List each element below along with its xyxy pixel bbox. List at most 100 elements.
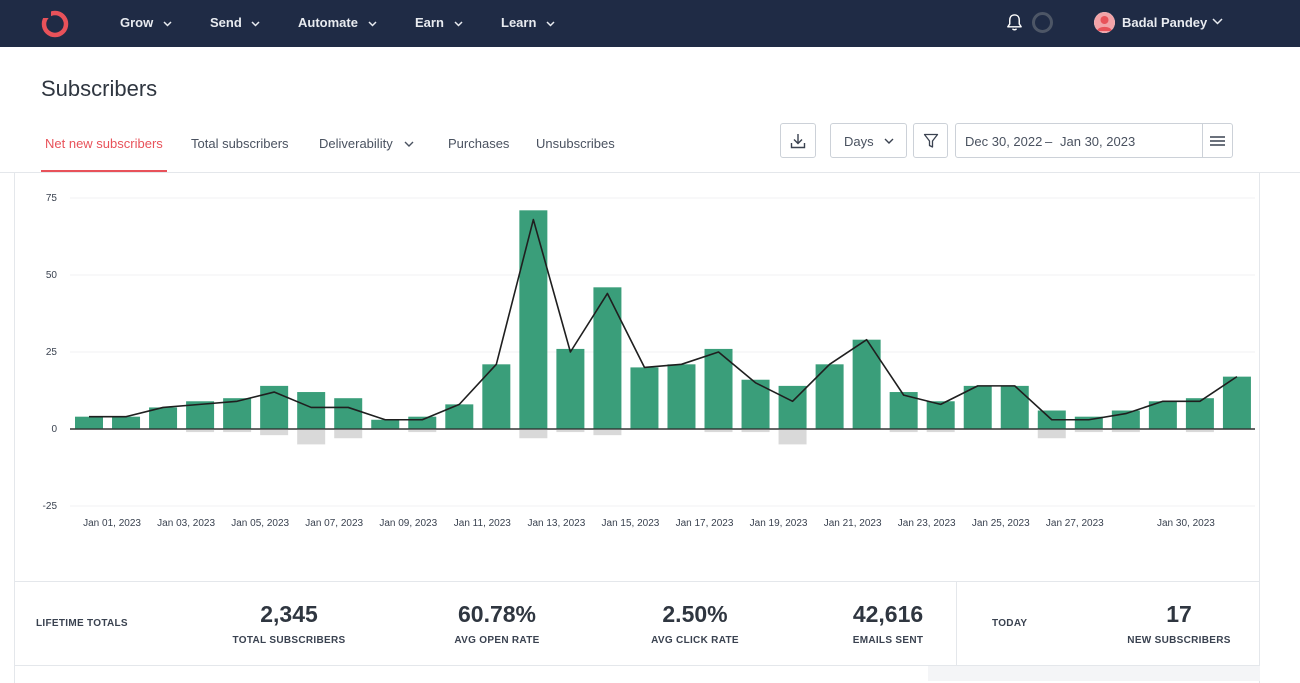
y-tick-label: 25 (46, 347, 58, 358)
unsubscribe-bar (260, 429, 289, 436)
tab-unsubscribes[interactable]: Unsubscribes (536, 136, 615, 151)
subscriber-bar (519, 210, 548, 429)
unsubscribe-bar (1185, 429, 1214, 433)
chevron-down-icon (454, 21, 463, 27)
subscriber-bar (112, 416, 141, 429)
subscriber-bar (1000, 385, 1029, 429)
nav-automate-label: Automate (298, 15, 358, 30)
chevron-down-icon (404, 141, 414, 148)
x-tick-label: Jan 27, 2023 (1046, 518, 1104, 529)
unsubscribe-bar (297, 429, 326, 445)
unsubscribe-bar (704, 429, 733, 433)
bell-icon[interactable] (1005, 13, 1024, 32)
subscriber-bar (75, 416, 103, 429)
x-tick-label: Jan 19, 2023 (750, 518, 808, 529)
avatar (1094, 12, 1115, 33)
unsubscribe-bar (408, 429, 437, 433)
net-new-subscribers-chart: 75 50 25 0 -25 Jan 01, 2023 Jan 03, 2023 Jan 05… (43, 193, 1255, 529)
avg-open-rate-label: AVG OPEN RATE (454, 635, 540, 646)
subscriber-bar (556, 348, 585, 429)
nav-automate[interactable]: Automate (298, 0, 377, 47)
total-subscribers-label: TOTAL SUBSCRIBERS (232, 635, 346, 646)
subscriber-bar (963, 385, 992, 429)
unsubscribe-bar (926, 429, 955, 433)
lifetime-totals-label: LIFETIME TOTALS (36, 618, 128, 629)
menu-icon[interactable] (1210, 136, 1225, 146)
subscriber-bar (926, 401, 955, 429)
date-range-separator: – (1045, 134, 1053, 149)
x-tick-label: Jan 13, 2023 (527, 518, 585, 529)
chevron-down-icon (368, 21, 377, 27)
nav-earn-label: Earn (415, 15, 444, 30)
page-title: Subscribers (41, 76, 158, 101)
x-tick-label: Jan 30, 2023 (1157, 518, 1215, 529)
avatar-person-icon (1094, 12, 1115, 33)
unsubscribe-bar (519, 429, 548, 439)
nav-earn[interactable]: Earn (415, 0, 463, 47)
nav-grow-label: Grow (120, 15, 154, 30)
date-range-picker[interactable]: Dec 30, 2022 – Jan 30, 2023 (955, 123, 1233, 158)
unsubscribe-bar (593, 429, 622, 436)
y-tick-label: 0 (51, 424, 57, 435)
tab-deliverability-label: Deliverability (319, 136, 393, 151)
nav-learn-label: Learn (501, 15, 537, 30)
tab-deliverability[interactable]: Deliverability (319, 136, 414, 151)
nav-learn[interactable]: Learn (501, 0, 555, 47)
subscriber-bar (815, 364, 844, 429)
subscriber-bar (371, 419, 400, 429)
unsubscribe-bar (1037, 429, 1066, 439)
subscriber-bar (260, 385, 289, 429)
chevron-down-icon (163, 21, 172, 27)
x-tick-label: Jan 03, 2023 (157, 518, 215, 529)
nav-grow[interactable]: Grow (120, 0, 172, 47)
top-nav: Grow Send Automate Earn Learn Badal Pand… (0, 0, 1300, 47)
tab-purchases[interactable]: Purchases (448, 136, 510, 151)
avg-click-rate-value: 2.50% (662, 601, 728, 627)
new-subscribers-value: 17 (1166, 601, 1192, 627)
filter-button[interactable] (913, 123, 948, 158)
subscriber-bar (1148, 401, 1177, 429)
x-tick-label: Jan 23, 2023 (898, 518, 956, 529)
totals-top-divider (14, 581, 1260, 582)
user-name: Badal Pandey (1122, 15, 1208, 30)
unsubscribe-bar (556, 429, 585, 433)
unsubscribe-bar (741, 429, 770, 433)
nav-send[interactable]: Send (210, 0, 260, 47)
totals-vertical-divider (956, 582, 957, 665)
date-range-end: Jan 30, 2023 (1060, 134, 1136, 149)
tab-net-new-subscribers[interactable]: Net new subscribers (45, 136, 163, 151)
subscriber-bar (223, 398, 252, 429)
x-tick-label: Jan 25, 2023 (972, 518, 1030, 529)
subscriber-bar (1222, 376, 1251, 429)
footer-strip (928, 666, 1260, 681)
y-tick-label: 75 (46, 193, 58, 204)
x-tick-label: Jan 01, 2023 (83, 518, 141, 529)
chevron-down-icon (1212, 18, 1223, 25)
tab-total-subscribers[interactable]: Total subscribers (191, 136, 289, 151)
x-tick-label: Jan 07, 2023 (305, 518, 363, 529)
unsubscribe-bar (1074, 429, 1103, 433)
unsubscribe-bar (778, 429, 807, 445)
x-tick-label: Jan 21, 2023 (824, 518, 882, 529)
x-tick-label: Jan 17, 2023 (676, 518, 734, 529)
download-icon (790, 134, 806, 149)
today-label: TODAY (992, 618, 1028, 629)
chevron-down-icon (546, 21, 555, 27)
subscriber-bar (630, 367, 659, 429)
chevron-down-icon (884, 138, 894, 144)
unsubscribe-bar (889, 429, 918, 433)
subscriber-bar (704, 348, 733, 429)
x-tick-label: Jan 09, 2023 (379, 518, 437, 529)
logo-icon[interactable] (40, 9, 70, 39)
chevron-down-icon (251, 21, 260, 27)
download-button[interactable] (780, 123, 816, 158)
subscriber-bar (1185, 398, 1214, 429)
interval-select[interactable]: Days (830, 123, 907, 158)
subscriber-bar (334, 398, 363, 429)
loading-spinner-icon (1032, 12, 1053, 33)
unsubscribe-bar (223, 429, 252, 433)
filter-icon (923, 133, 939, 148)
net-subscribers-line (89, 218, 1238, 421)
x-tick-label: Jan 15, 2023 (602, 518, 660, 529)
avg-open-rate-value: 60.78% (457, 601, 536, 627)
